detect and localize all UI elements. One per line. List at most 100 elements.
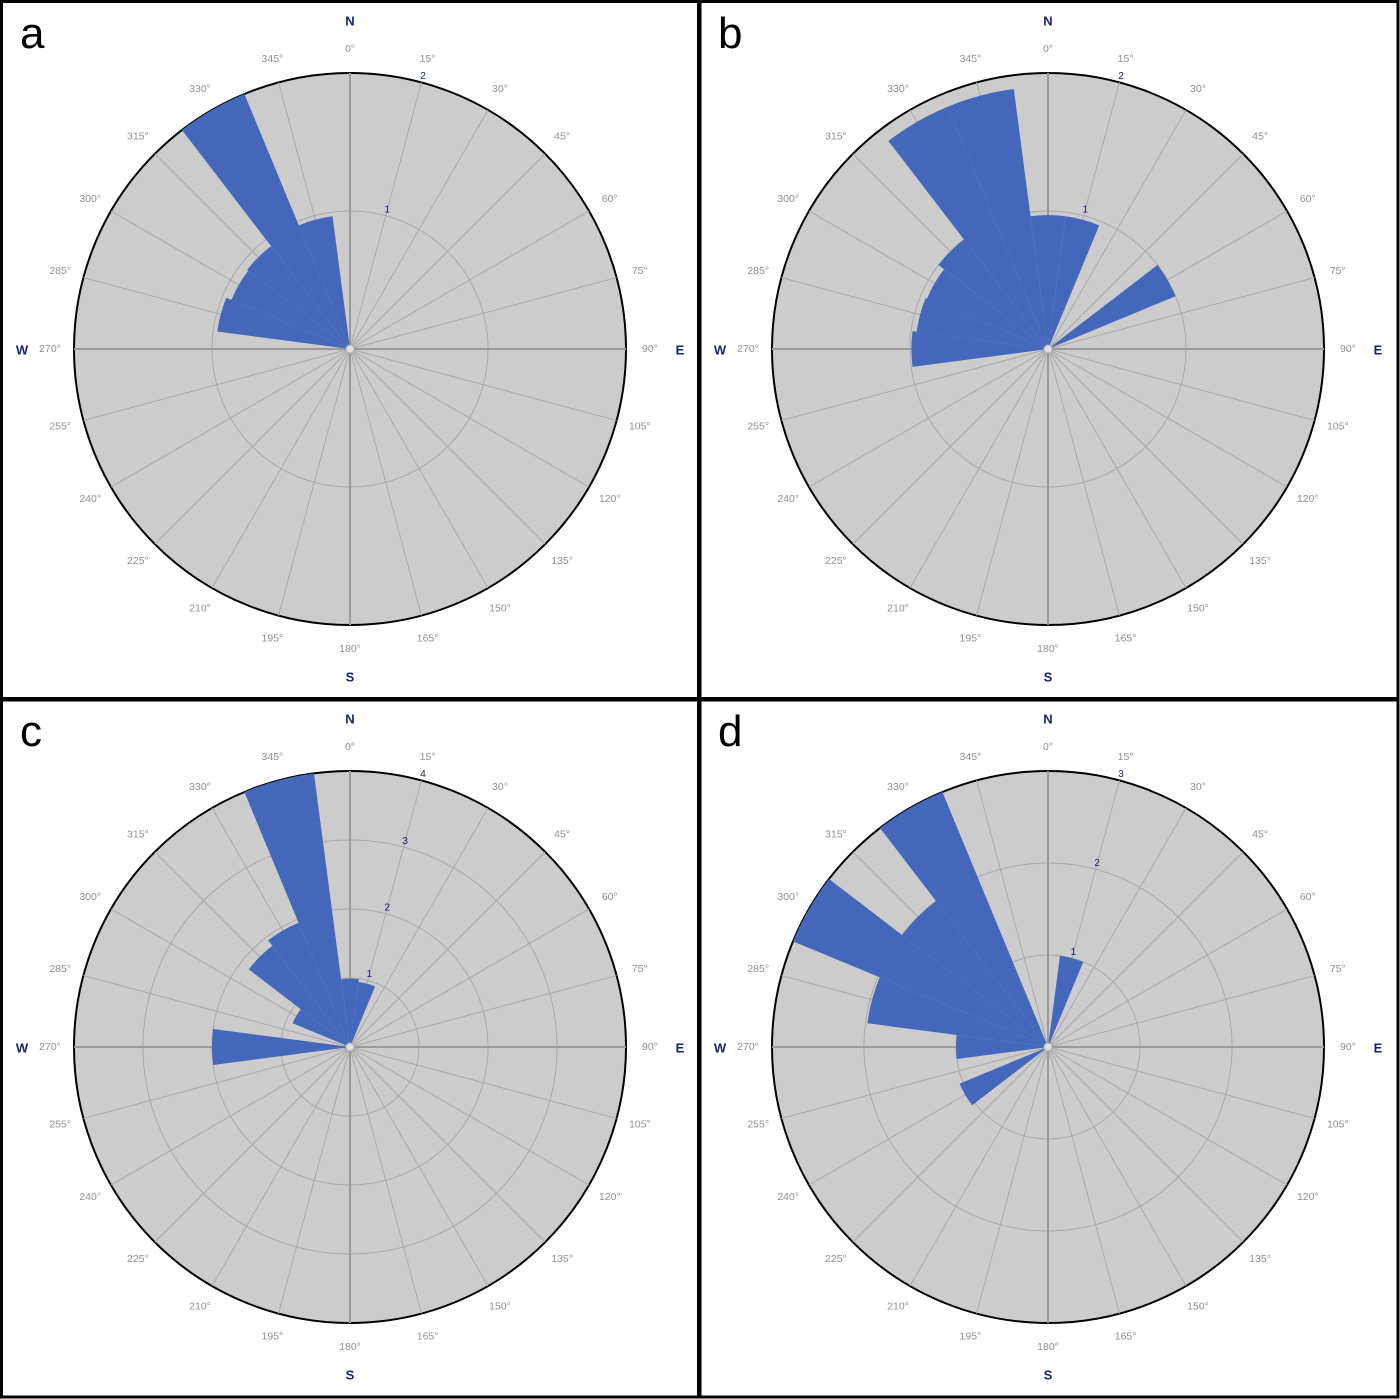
degree-label: 165° [1115,1331,1137,1343]
degree-label: 45° [1252,131,1268,143]
grid-spoke [83,348,351,421]
degree-label: 240° [777,493,799,505]
degree-label: 330° [189,781,211,793]
grid-spoke [349,1046,590,1186]
grid-spoke [976,348,1049,616]
degree-label: 195° [960,633,982,645]
grid-spoke [976,1046,1049,1314]
degree-label: 345° [960,53,982,65]
petal-345 [298,216,350,349]
degree-label: 240° [777,1191,799,1203]
cardinal-label-west: W [714,1040,727,1055]
degree-label: 315° [127,829,149,841]
petal-0 [1030,215,1066,349]
petal-300 [231,270,350,349]
degree-label: 30° [492,83,508,95]
center-hub [345,1042,355,1052]
radial-tick-label: 1 [1083,205,1089,216]
cardinal-label-north: N [1043,711,1052,726]
petal-315 [248,945,350,1047]
degree-label: 315° [825,829,847,841]
petal-270 [956,1034,1048,1060]
grid-spoke [83,975,351,1048]
degree-label: 165° [417,633,439,645]
grid-spoke [781,348,1049,421]
degree-label: 180° [339,643,361,655]
degree-label: 225° [825,555,847,567]
degree-label: 15° [1118,53,1134,65]
degree-label: 0° [345,741,355,753]
grid-spoke [349,153,546,350]
grid-spoke [349,1046,546,1243]
grid-spoke [909,1046,1049,1287]
panel-letter: d [718,707,742,756]
radial-tick-label: 2 [1118,71,1124,82]
degree-label: 315° [127,131,149,143]
petal-15 [350,982,376,1047]
degree-label: 0° [345,43,355,55]
degree-label: 300° [777,193,799,205]
grid-spoke [278,1046,351,1314]
petal-0 [341,978,359,1047]
panel-d: d1230°15°30°45°60°75°90°105°120°135°150°… [698,698,1400,1399]
degree-label: 45° [1252,829,1268,841]
grid-spoke [976,780,1049,1048]
petal-330 [181,94,350,349]
petal-330 [888,106,1048,349]
panel-letter: b [718,9,742,58]
radial-tick-label: 1 [367,969,373,980]
grid-spoke [349,348,546,545]
degree-label: 300° [79,193,101,205]
grid-spoke [349,1046,422,1314]
petal-270 [211,1028,350,1066]
cardinal-label-east: E [676,342,685,357]
center-hub [1043,344,1053,354]
grid-spoke [1047,1046,1315,1119]
petal-285 [916,298,1048,349]
petal-240 [959,1047,1048,1106]
degree-label: 60° [602,891,618,903]
grid-spoke [1047,1046,1187,1287]
grid-spoke [211,348,351,589]
degree-label: 150° [489,1301,511,1313]
degree-label: 345° [262,751,284,763]
petal-270 [911,331,1048,367]
degree-label: 75° [1330,265,1346,277]
degree-label: 120° [1297,493,1319,505]
radial-tick-label: 2 [385,903,391,914]
grid-spoke [852,348,1049,545]
degree-label: 210° [189,603,211,615]
degree-label: 345° [960,751,982,763]
grid-spoke [349,908,590,1048]
grid-spoke [349,277,617,350]
degree-label: 150° [1187,603,1209,615]
degree-label: 225° [825,1253,847,1265]
degree-label: 180° [1037,1341,1059,1353]
grid-spoke [349,1046,617,1119]
degree-label: 90° [642,343,658,355]
degree-label: 225° [127,1253,149,1265]
panel-letter: a [20,9,45,58]
degree-label: 135° [551,1253,573,1265]
cardinal-label-west: W [714,342,727,357]
degree-label: 15° [1118,751,1134,763]
degree-label: 105° [1327,1118,1349,1130]
degree-label: 315° [825,131,847,143]
cardinal-label-north: N [1043,13,1052,28]
degree-label: 255° [49,420,71,432]
degree-label: 30° [1190,781,1206,793]
degree-label: 180° [339,1341,361,1353]
degree-label: 210° [887,603,909,615]
degree-label: 135° [551,555,573,567]
degree-label: 300° [79,891,101,903]
degree-label: 45° [554,829,570,841]
cardinal-label-south: S [1044,1367,1053,1382]
grid-spoke [1047,153,1244,350]
grid-spoke [909,348,1049,589]
petal-300 [793,878,1048,1047]
degree-label: 0° [1043,43,1053,55]
grid-spoke [110,1046,351,1186]
degree-label: 105° [629,420,651,432]
petal-285 [217,297,350,349]
radial-tick-label: 2 [1094,858,1100,869]
